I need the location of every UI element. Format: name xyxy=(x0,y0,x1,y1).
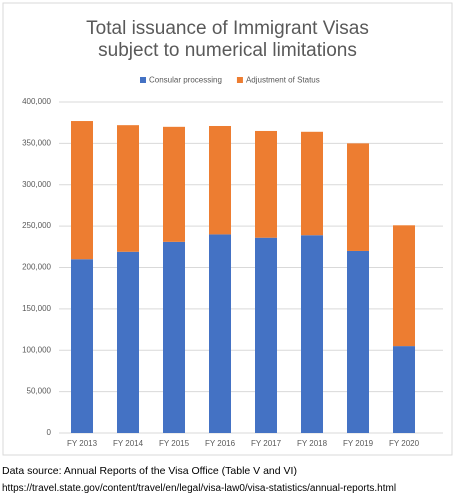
x-tick-label: FY 2015 xyxy=(159,439,190,448)
bar-segment xyxy=(301,235,323,433)
bar-segment xyxy=(71,121,93,260)
bar-segment xyxy=(209,234,231,433)
y-tick-label: 350,000 xyxy=(22,138,51,147)
source-url: https://travel.state.gov/content/travel/… xyxy=(2,483,397,494)
y-tick-label: 0 xyxy=(47,428,52,437)
bar-segment xyxy=(255,237,277,433)
y-tick-label: 50,000 xyxy=(27,387,52,396)
bar-segment xyxy=(393,225,415,347)
chart-title: Total issuance of Immigrant Visas subjec… xyxy=(86,18,369,61)
bar-segment xyxy=(117,125,139,252)
bar-segment xyxy=(347,250,369,433)
x-tick-label: FY 2016 xyxy=(205,439,236,448)
y-tick-label: 300,000 xyxy=(22,180,51,189)
y-tick-label: 400,000 xyxy=(22,97,51,106)
y-tick-label: 150,000 xyxy=(22,304,51,313)
bar-segment xyxy=(163,126,185,242)
y-tick-label: 100,000 xyxy=(22,345,51,354)
bar-segment xyxy=(255,130,277,238)
legend-label: Consular processing xyxy=(149,76,222,85)
legend-swatch xyxy=(236,77,243,83)
source-text: Data source: Annual Reports of the Visa … xyxy=(2,465,297,477)
x-tick-label: FY 2020 xyxy=(389,439,420,448)
bar-segment xyxy=(163,241,185,433)
bar-segment xyxy=(393,346,415,433)
legend-label: Adjustment of Status xyxy=(246,76,320,85)
bar-segment xyxy=(301,131,323,236)
legend-swatch xyxy=(140,77,146,83)
bar-segment xyxy=(71,259,93,433)
bar-segment xyxy=(209,125,231,235)
y-tick-label: 200,000 xyxy=(22,263,51,272)
x-tick-label: FY 2019 xyxy=(343,439,374,448)
y-tick-label: 250,000 xyxy=(22,221,51,230)
x-tick-label: FY 2017 xyxy=(251,439,282,448)
x-tick-label: FY 2018 xyxy=(297,439,328,448)
x-tick-label: FY 2014 xyxy=(113,439,144,448)
bar-segment xyxy=(347,143,369,251)
x-tick-label: FY 2013 xyxy=(67,439,98,448)
bar-segment xyxy=(117,251,139,433)
